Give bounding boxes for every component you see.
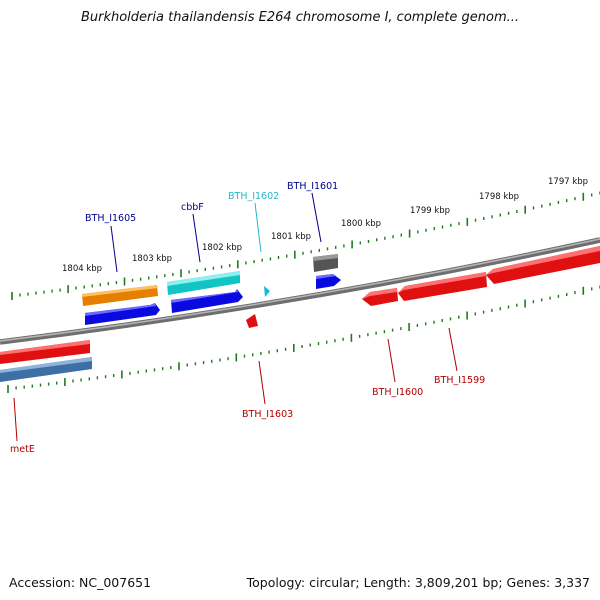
feature-bth-i1605-highlight — [85, 303, 156, 316]
reverse-strand-features — [0, 246, 600, 382]
forward-strand-features — [82, 254, 341, 325]
feature-right-edge-highlight — [486, 246, 600, 275]
leader-line-bth-i1599 — [448, 327, 458, 372]
chromosome-backbone — [0, 237, 600, 345]
scale-label-1799: 1799 kbp — [410, 206, 450, 216]
leader-line-cbbf — [192, 213, 201, 263]
outer-scale-track — [11, 191, 600, 300]
leader-line-bth-i1600 — [387, 338, 396, 383]
feature-cbbf-highlight — [171, 289, 238, 303]
scale-label-1802: 1802 kbp — [202, 243, 242, 253]
inner-scale-track — [7, 285, 600, 393]
topology-text: Topology: circular; Length: 3,809,201 bp… — [246, 575, 590, 590]
chromosome-backbone-highlight — [0, 238, 600, 342]
feature-cbbf-cyan-highlight — [167, 271, 240, 286]
feature-cbbf[interactable] — [171, 289, 243, 313]
feature-bth-i1601-gray-highlight — [313, 254, 338, 261]
leader-line-bth-i1603 — [258, 360, 266, 405]
gene-label-mete: metE — [10, 444, 35, 455]
feature-mete-steel-highlight — [0, 357, 92, 373]
feature-bth-i1603[interactable] — [246, 314, 258, 328]
gene-label-bth-i1601: BTH_I1601 — [287, 181, 338, 192]
scale-label-1800: 1800 kbp — [341, 219, 381, 229]
feature-bth-i1601-highlight — [316, 274, 336, 279]
gene-label-bth-i1605: BTH_I1605 — [85, 213, 136, 224]
scale-label-1801: 1801 kbp — [271, 232, 311, 242]
gene-label-cbbf: cbbF — [181, 202, 204, 213]
leader-line-mete — [13, 397, 18, 442]
leader-line-bth-i1601 — [311, 192, 322, 243]
accession-text: Accession: NC_007651 — [9, 575, 152, 590]
gene-label-bth-i1602: BTH_I1602 — [228, 191, 279, 202]
scale-label-1797: 1797 kbp — [548, 177, 588, 187]
scale-label-1803: 1803 kbp — [132, 254, 172, 264]
feature-bth-i1600-highlight — [362, 288, 397, 299]
feature-mete-highlight — [0, 340, 90, 355]
gene-label-bth-i1599: BTH_I1599 — [434, 375, 485, 386]
feature-bth-i1605[interactable] — [85, 303, 160, 325]
feature-bth-i1602[interactable] — [264, 286, 270, 297]
scale-label-1798: 1798 kbp — [479, 192, 519, 202]
scale-label-1804: 1804 kbp — [62, 264, 102, 274]
feature-bth-i1599-highlight — [398, 272, 486, 293]
leader-line-bth-i1602 — [254, 202, 262, 253]
leader-line-bth-i1605 — [110, 225, 118, 273]
feature-bth-i1605-orange-highlight — [82, 285, 158, 297]
gene-label-bth-i1603: BTH_I1603 — [242, 409, 293, 420]
map-title: Burkholderia thailandensis E264 chromoso… — [80, 10, 520, 25]
gene-label-bth-i1600: BTH_I1600 — [372, 387, 423, 398]
